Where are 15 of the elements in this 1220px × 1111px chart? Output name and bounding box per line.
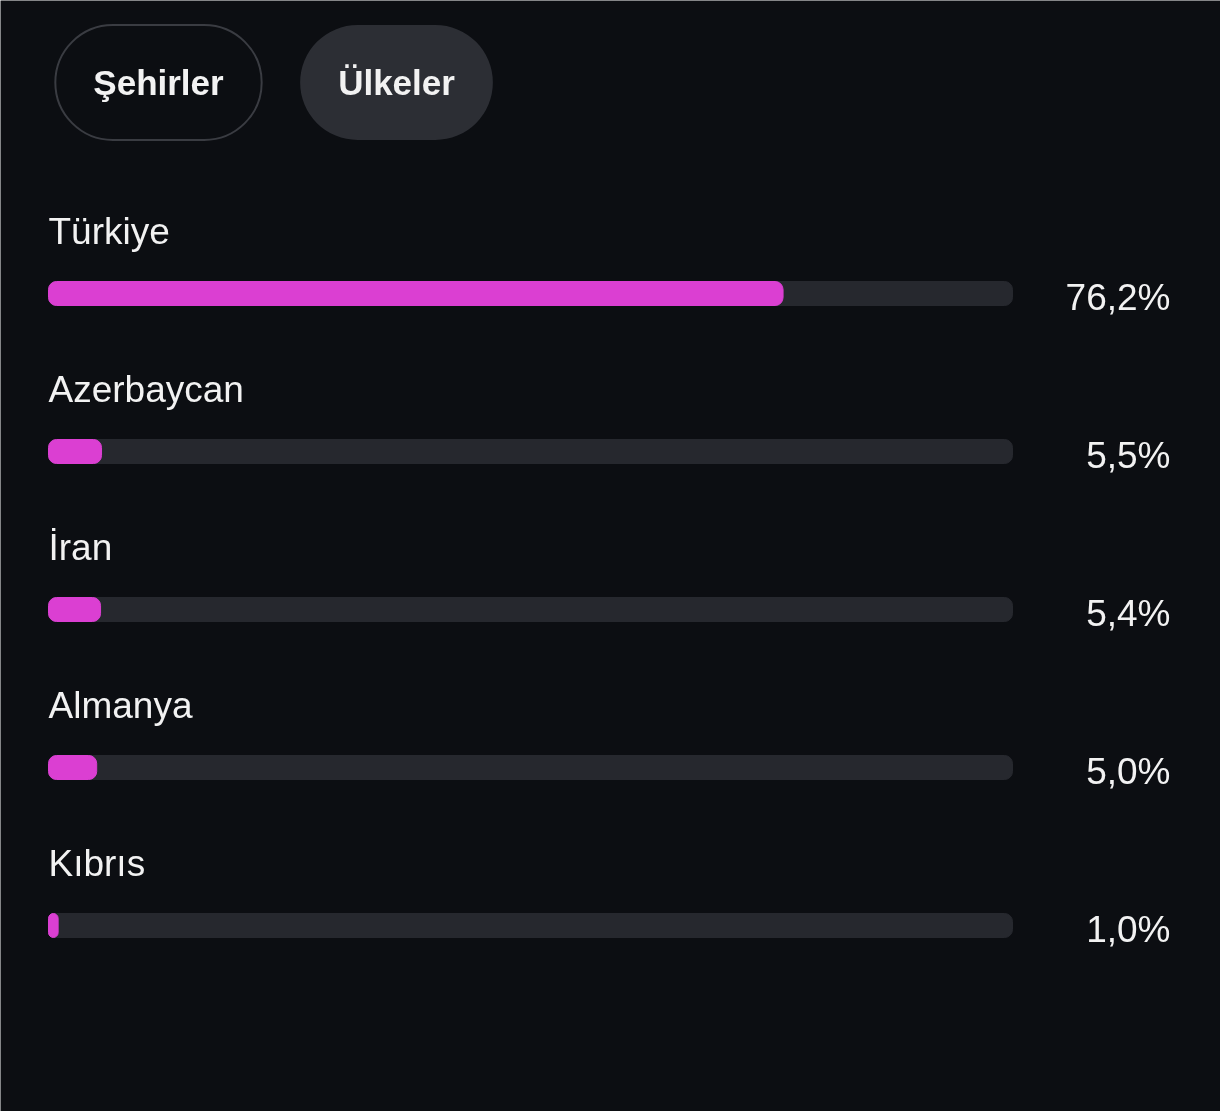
data-label: 5,4% xyxy=(1086,593,1171,634)
text: Ülkeler xyxy=(338,63,456,102)
y-tick-label: Türkiye xyxy=(48,211,170,252)
y-tick-label: Kıbrıs xyxy=(48,843,146,884)
y-tick-label: İran xyxy=(48,527,113,568)
data-label: 5,0% xyxy=(1086,751,1171,792)
data-label: 76,2% xyxy=(1065,277,1171,318)
text: Şehirler xyxy=(93,63,225,102)
bar xyxy=(48,755,98,780)
y-tick-label: Almanya xyxy=(48,685,193,726)
data-label: 1,0% xyxy=(1086,909,1171,950)
bar xyxy=(48,439,103,464)
data-label: 5,5% xyxy=(1086,435,1171,476)
y-tick-label: Azerbaycan xyxy=(48,369,244,410)
bar xyxy=(48,597,102,622)
